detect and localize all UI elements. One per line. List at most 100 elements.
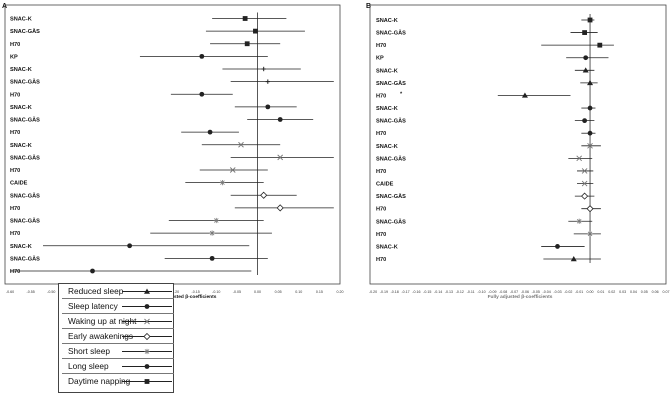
x-tick-label: -0.15 [423,290,431,294]
row-label: SNAC-GÄS [10,28,40,35]
x-tick-label: -0.20 [369,290,377,294]
x-tick-label: -0.06 [521,290,529,294]
legend-label: Sleep latency [68,301,118,311]
point-estimate [244,41,250,47]
legend-label: Waking up at night [68,316,137,326]
point-estimate [582,30,588,35]
x-tick-label: -0.13 [445,290,453,294]
row-label: H70 [376,232,386,238]
cross-icon [122,318,172,325]
forest-row: SNAC-GÄS [10,28,305,35]
legend-item: Reduced sleep [62,284,174,299]
panel-a-frame [4,4,341,285]
point-estimate [219,180,226,186]
row-label: H70 [376,93,386,99]
x-tick-label: -0.19 [380,290,388,294]
forest-row: SNAC-GÄS [10,79,334,86]
row-label: H70 [10,42,20,48]
point-estimate [582,67,589,73]
forest-row: SNAC-K [10,243,250,250]
x-tick-label: -0.12 [456,290,464,294]
row-label: H70 [10,130,20,136]
row-label: SNAC-GÄS [10,117,40,124]
x-tick-label: -0.07 [510,290,518,294]
legend-label: Reduced sleep [68,286,124,296]
x-tick-label: 0.20 [337,290,344,294]
forest-row: SNAC-GÄS [10,255,268,262]
x-tick-label: -0.09 [488,290,496,294]
legend: Reduced sleep Sleep latency Waking up at n… [58,283,174,393]
row-label: SNAC-K [376,68,398,74]
point-estimate [587,142,593,149]
forest-row: SNAC-GÄS [376,155,593,162]
point-estimate [555,244,560,249]
panel-b: B SNAC-K SNAC-GÄS H70 KP SNAC-K SNAC-GÄS H70 * S… [366,3,670,300]
point-estimate [207,129,213,135]
x-tick-label: 0.07 [663,290,670,294]
row-label: SNAC-K [10,67,32,73]
legend-symbol [144,318,150,325]
point-estimate [209,230,215,236]
legend-item: Sleep latency [62,299,174,314]
point-estimate [587,105,593,111]
legend-symbol [144,304,150,309]
star-icon [122,348,172,355]
row-label: SNAC-K [376,106,398,112]
row-label: SNAC-GÄS [376,218,406,225]
legend-item: Long sleep [62,359,174,374]
forest-row: H70 [376,256,601,263]
point-estimate [199,91,205,97]
row-label: SNAC-GÄS [10,218,40,225]
point-estimate [265,79,271,84]
forest-row: SNAC-GÄS [376,79,598,87]
forest-row: SNAC-K [376,105,596,112]
row-label: CAIDE [376,182,394,188]
point-estimate [583,55,589,61]
forest-row: H70 [376,205,601,213]
row-label: H70 [10,231,20,237]
legend-item: Early awakenings [62,329,174,344]
circle-icon [122,364,172,369]
x-tick-label: -0.50 [47,290,55,294]
x-tick-label: -0.60 [6,290,14,294]
x-tick-label: 0.01 [597,290,604,294]
point-estimate [581,180,588,187]
point-estimate [90,268,95,274]
forest-row: H70 * [376,91,571,99]
row-label: SNAC-K [10,17,32,23]
forest-row: SNAC-K [376,17,595,24]
row-label: SNAC-K [376,244,398,250]
x-tick-label: -0.10 [212,290,220,294]
point-estimate [581,192,589,200]
x-tick-label: -0.01 [575,290,583,294]
row-label: H70 [376,169,386,175]
point-estimate [209,255,215,261]
forest-row: H70 [10,41,281,48]
x-tick-label: -0.17 [401,290,409,294]
x-tick-label: 0.04 [630,290,637,294]
row-label: SNAC-GÄS [10,255,40,262]
legend-symbol [143,332,151,341]
panel-a: A SNAC-K SNAC-GÄS H70 KP SNAC-K SNAC-GÄS H70 SN… [2,3,344,300]
row-label: KP [10,54,18,60]
forest-row: H70 [10,230,272,237]
forest-row: CAIDE [10,180,264,187]
x-tick-label: 0.06 [652,290,659,294]
legend-label: Early awakenings [68,331,134,341]
x-tick-label: -0.55 [27,290,35,294]
point-estimate [587,231,593,237]
point-estimate [581,168,588,174]
x-tick-label: -0.02 [564,290,572,294]
diamond-icon [122,332,172,341]
square-icon [122,379,172,384]
row-label: SNAC-GÄS [376,118,406,125]
row-label: SNAC-K [376,144,398,150]
forest-row: H70 [10,204,334,212]
triangle-icon [122,288,172,294]
panel-b-x-axis-label: Fully adjusted β-coefficients [488,294,553,300]
point-estimate [597,42,603,48]
legend-item: Daytime napping [62,374,174,389]
forest-row: SNAC-K [376,142,601,150]
row-label: SNAC-GÄS [10,192,40,199]
point-estimate [587,17,593,23]
